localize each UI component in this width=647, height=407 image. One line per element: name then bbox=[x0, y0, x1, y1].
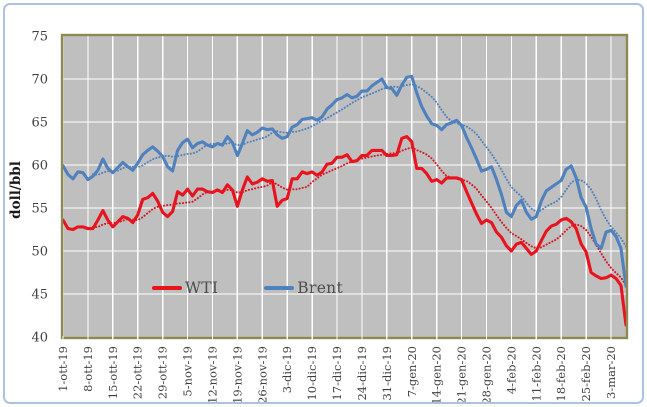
x-tick-label: 10-dic-19 bbox=[305, 346, 319, 401]
legend-item-brent: Brent bbox=[264, 279, 343, 297]
y-tick-label: 55 bbox=[31, 202, 48, 217]
y-tick-label: 45 bbox=[31, 288, 48, 303]
y-tick-label: 65 bbox=[31, 116, 48, 131]
y-tick-label: 40 bbox=[31, 331, 48, 346]
brent-legend-line bbox=[264, 286, 295, 290]
y-tick-label: 60 bbox=[31, 159, 48, 174]
x-tick-label: 3-dic-19 bbox=[280, 346, 294, 393]
x-tick-label: 31-dic-19 bbox=[380, 346, 394, 401]
y-tick-label: 50 bbox=[31, 245, 48, 260]
x-tick-label: 21-gen-20 bbox=[455, 346, 469, 405]
x-tick-label: 25-feb-20 bbox=[579, 346, 593, 401]
x-tick-label: 28-gen-20 bbox=[479, 346, 493, 405]
plot-area bbox=[63, 36, 626, 337]
x-tick-label: 22-ott-19 bbox=[131, 346, 145, 399]
x-tick-label: 26-nov-19 bbox=[255, 346, 269, 404]
x-tick-label: 15-ott-19 bbox=[106, 346, 120, 399]
x-tick-label: 5-nov-19 bbox=[181, 346, 195, 397]
x-tick-label: 24-dic-19 bbox=[355, 346, 369, 401]
x-tick-label: 3-mar-20 bbox=[604, 346, 618, 399]
legend: WTI Brent bbox=[152, 279, 343, 297]
x-tick-label: 8-ott-19 bbox=[81, 346, 95, 392]
y-tick-label: 70 bbox=[31, 73, 48, 88]
brent-line bbox=[61, 74, 628, 288]
y-tick-label: 75 bbox=[31, 30, 48, 45]
x-tick-label: 14-gen-20 bbox=[430, 346, 444, 405]
x-tick-label: 17-dic-19 bbox=[330, 346, 344, 401]
x-tick-label: 7-gen-20 bbox=[405, 346, 419, 397]
legend-item-wti: WTI bbox=[152, 279, 218, 297]
x-tick-label: 4-feb-20 bbox=[504, 346, 518, 394]
x-tick-label: 29-ott-19 bbox=[156, 346, 170, 399]
x-tick-label: 12-nov-19 bbox=[205, 346, 219, 404]
wti-legend-label: WTI bbox=[185, 279, 219, 297]
y-axis-title: doll/bbl bbox=[8, 161, 24, 219]
x-tick-label: 11-feb-20 bbox=[529, 346, 543, 401]
x-tick-label: 19-nov-19 bbox=[230, 346, 244, 404]
x-tick-label: 1-ott-19 bbox=[56, 346, 70, 392]
plot-border bbox=[60, 33, 629, 340]
x-tick-label: 18-feb-20 bbox=[554, 346, 568, 401]
wti-legend-line bbox=[152, 286, 182, 290]
brent-legend-label: Brent bbox=[297, 279, 343, 297]
wti-line bbox=[61, 135, 628, 327]
